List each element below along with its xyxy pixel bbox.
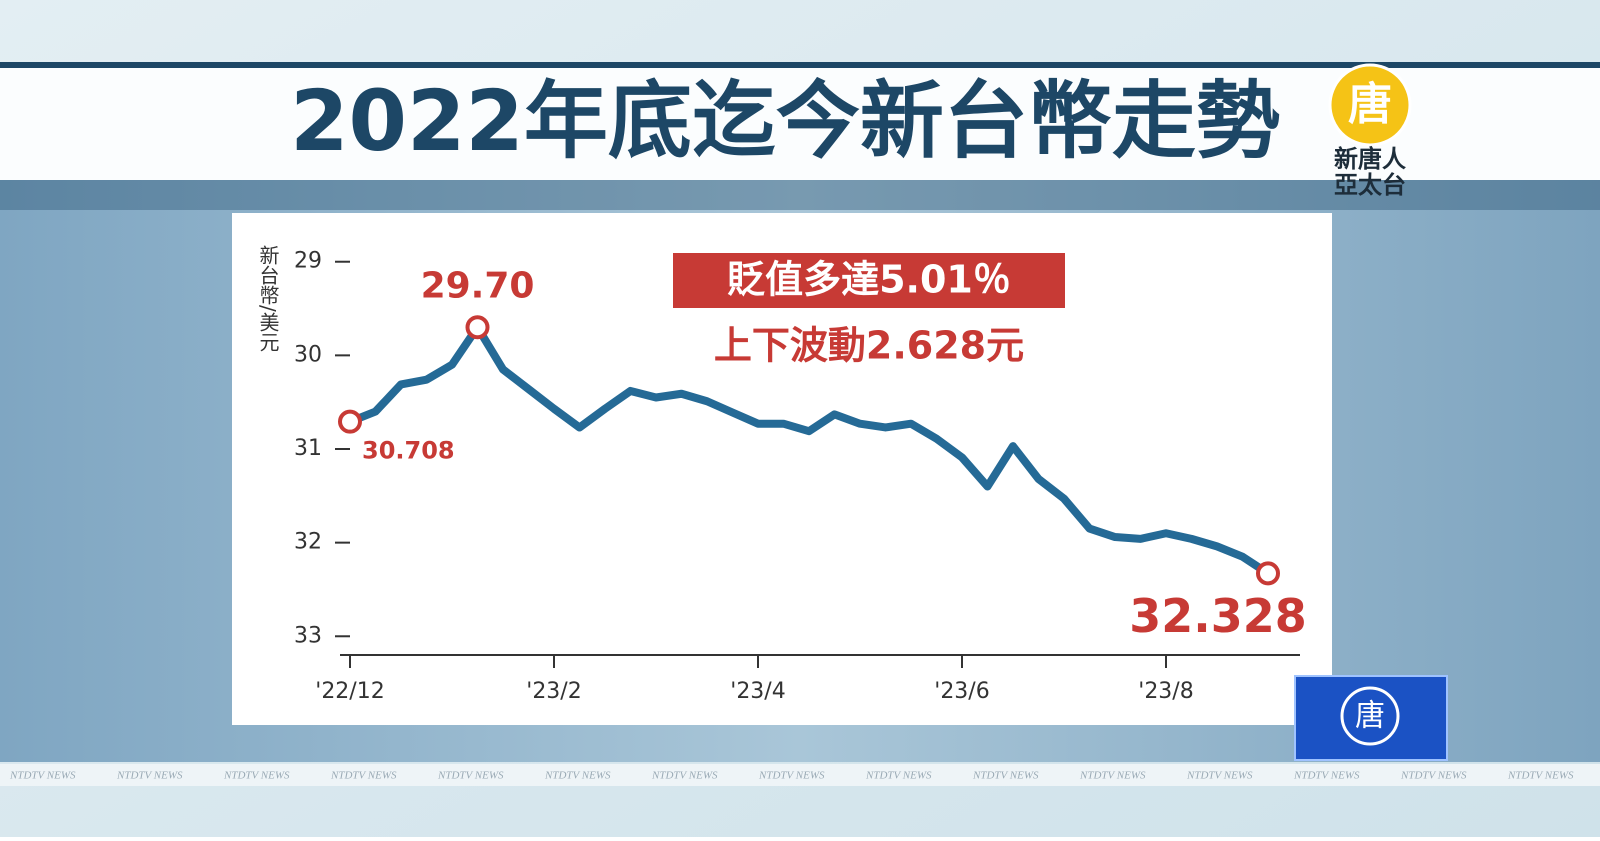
band-shade <box>0 180 1600 210</box>
annotation: 上下波動2.628元 <box>714 324 1024 368</box>
channel-logo-mark: 唐 <box>1355 699 1385 734</box>
y-axis-label: 新台幣/美元 <box>256 245 280 352</box>
annotation: 貶值多達5.01％ <box>727 258 1011 302</box>
y-tick-label: 31 <box>294 436 322 461</box>
ticker-text: NTDTV NEWS <box>1079 770 1146 782</box>
ticker-strip <box>0 764 1600 786</box>
logo-text: 新唐人 <box>1334 145 1406 173</box>
ticker-text: NTDTV NEWS <box>1186 770 1253 782</box>
ticker-text: NTDTV NEWS <box>1293 770 1360 782</box>
x-tick-label: '23/4 <box>730 679 785 704</box>
ticker-text: NTDTV NEWS <box>651 770 718 782</box>
y-tick-label: 32 <box>294 530 322 555</box>
channel-logo-box <box>1294 675 1448 761</box>
ticker-text: NTDTV NEWS <box>116 770 183 782</box>
logo-mark: 唐 <box>1348 79 1392 130</box>
ticker: NTDTV NEWS NTDTV NEWS NTDTV NEWS NTDTV NEWS… <box>9 770 1574 782</box>
y-tick-label: 29 <box>294 249 322 274</box>
logo-text: 亞太台 <box>1334 171 1406 199</box>
ticker-text: NTDTV NEWS <box>544 770 611 782</box>
ticker-text: NTDTV NEWS <box>330 770 397 782</box>
annotation-box <box>673 253 1065 308</box>
x-tick-label: '22/12 <box>315 679 384 704</box>
ticker-text: NTDTV NEWS <box>9 770 76 782</box>
marker <box>465 315 490 340</box>
marker <box>1256 561 1280 586</box>
top-rule <box>0 62 1600 68</box>
ticker-text: NTDTV NEWS <box>1400 770 1467 782</box>
ticker-text: NTDTV NEWS <box>437 770 504 782</box>
data-label: 32.328 <box>1129 589 1307 643</box>
ticker-text: NTDTV NEWS <box>972 770 1039 782</box>
ticker-text: NTDTV NEWS <box>758 770 825 782</box>
ticker-text: NTDTV NEWS <box>223 770 290 782</box>
channel-logo-ring <box>1340 686 1400 746</box>
ticker-text: NTDTV NEWS <box>1507 770 1574 782</box>
marker <box>338 409 362 434</box>
logo-ring <box>1328 63 1412 147</box>
line <box>346 323 1272 578</box>
x-tick-label: '23/6 <box>934 679 989 704</box>
y-tick-label: 33 <box>294 623 322 648</box>
data-label: 30.708 <box>362 437 455 465</box>
ticker-text: NTDTV NEWS <box>865 770 932 782</box>
x-tick-label: '23/2 <box>526 679 581 704</box>
title: 2022年底迄今新台幣走勢 <box>290 72 1280 170</box>
y-tick-label: 30 <box>294 342 322 367</box>
x-tick-label: '23/8 <box>1138 679 1193 704</box>
data-label: 29.70 <box>421 265 535 306</box>
